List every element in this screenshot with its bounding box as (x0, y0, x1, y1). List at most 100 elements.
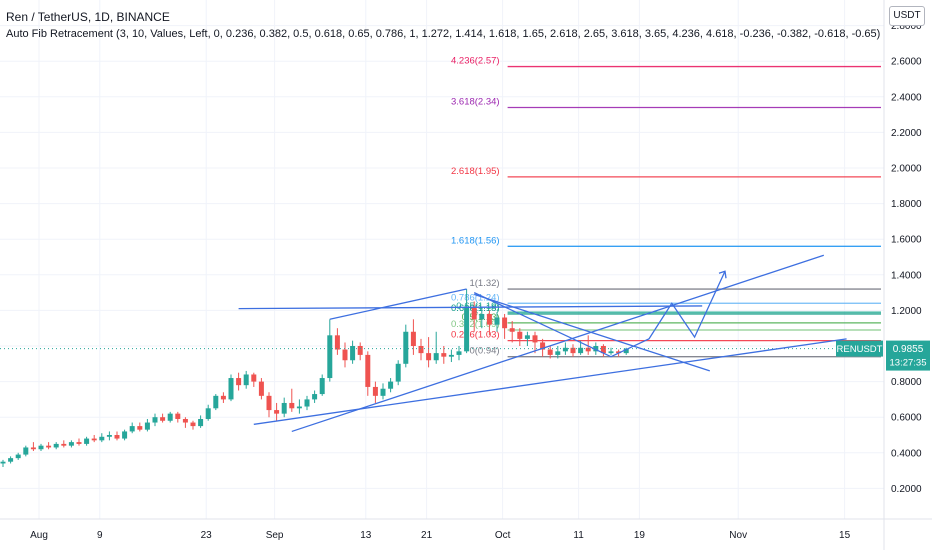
fib-level-label: 3.618(2.34) (451, 96, 500, 107)
candle-body (372, 386, 378, 396)
candle-body (600, 346, 606, 354)
candle-body (562, 347, 568, 352)
candle-body (494, 317, 500, 325)
candle-body (578, 347, 584, 354)
time-tick-label: 11 (573, 530, 584, 541)
candle-body (517, 331, 523, 339)
time-tick-label: Aug (30, 530, 48, 541)
candle-body (296, 406, 302, 409)
grid (0, 0, 884, 519)
candle-body (532, 335, 538, 343)
price-tick-label: 0.4000 (891, 448, 922, 459)
candle-body (289, 402, 295, 409)
currency-button[interactable]: USDT (889, 6, 925, 26)
ticker-tag (836, 340, 883, 357)
candle-body (205, 408, 211, 419)
candle-body (91, 438, 97, 441)
candle-body (365, 354, 371, 387)
trendline (473, 293, 711, 372)
candle-body (380, 388, 386, 396)
candle-body (38, 445, 44, 450)
ticker-tag-label: RENUSDT (837, 344, 883, 355)
candle-body (403, 331, 409, 364)
candle-body (448, 354, 454, 357)
candle-body (106, 435, 112, 437)
candle-body (84, 438, 90, 444)
candle-body (0, 461, 6, 464)
projection-arrowhead (718, 270, 727, 279)
indicator-legend[interactable]: Auto Fib Retracement (3, 10, Values, Lef… (6, 28, 881, 40)
price-tick-label: 2.2000 (891, 128, 922, 139)
candle-body (418, 346, 424, 354)
candle-body (593, 346, 599, 352)
time-axis: Aug 9 23 Sep 13 21 Oct 11 19 Nov 15 (30, 530, 850, 541)
candle-body (555, 351, 561, 355)
candle-body (129, 426, 135, 432)
candle-body (236, 378, 242, 386)
candle-body (152, 417, 158, 423)
candle-body (334, 335, 340, 350)
candle-body (540, 342, 546, 350)
candle-body (266, 395, 272, 411)
candle-body (585, 347, 591, 352)
candle-body (327, 335, 333, 379)
candle-body (464, 306, 470, 352)
candles (0, 289, 884, 468)
candle-body (122, 431, 128, 439)
price-tick-label: 1.6000 (891, 235, 922, 246)
candle-body (486, 313, 492, 325)
price-badge: RENUSDT 0.9855 13:27:35 (836, 340, 930, 371)
fib-level-label: 1(1.32) (469, 278, 499, 289)
time-tick-label: 15 (839, 530, 851, 541)
time-tick-label: 9 (97, 530, 103, 541)
time-tick-label: 19 (634, 530, 646, 541)
candle-body (388, 381, 394, 389)
candle-body (547, 349, 553, 355)
candle-body (479, 313, 485, 320)
price-tick-label: 2.4000 (891, 92, 922, 103)
candle-body (228, 378, 234, 400)
candle-body (616, 351, 622, 354)
candle-body (281, 402, 287, 414)
candle-body (433, 353, 439, 361)
fib-level-label: 1.618(1.56) (451, 235, 500, 246)
candle-body (220, 395, 226, 400)
candle-body (456, 351, 462, 355)
projection-path (473, 270, 726, 358)
candle-body (304, 399, 310, 407)
candle-body (160, 417, 166, 421)
candle-body (167, 413, 173, 421)
candle-body (342, 349, 348, 361)
price-tick-label: 1.8000 (891, 199, 922, 210)
candle-body (570, 347, 576, 354)
fib-level-label: 2.618(1.95) (451, 166, 500, 177)
candle-body (274, 410, 280, 414)
candle-body (114, 435, 120, 439)
candle-body (198, 418, 204, 427)
candle-body (312, 394, 318, 400)
candle-body (502, 317, 508, 329)
candle-body (357, 346, 363, 355)
fib-level-label: 0.382(1.09) (451, 319, 500, 330)
trendline (238, 305, 703, 310)
price-axis: 2.8000 2.6000 2.4000 2.2000 2.0000 1.8000 1.60… (891, 21, 922, 495)
candle-body (251, 374, 257, 382)
fib-level-label: 0.236(1.03) (451, 330, 500, 341)
candle-body (76, 442, 82, 444)
candle-body (213, 395, 219, 409)
candle-body (441, 353, 447, 357)
candle-body (68, 442, 74, 446)
candle-body (15, 454, 21, 459)
fib-level-label: 0(0.94) (469, 346, 499, 357)
candle-body (258, 381, 264, 396)
price-tick-label: 1.2000 (891, 306, 922, 317)
candle-body (46, 445, 52, 448)
price-tag-value: 0.9855 (893, 344, 924, 355)
candle-body (30, 447, 36, 450)
candle-body (623, 348, 629, 354)
symbol-title: Ren / TetherUS, 1D, BINANCE (6, 10, 170, 24)
price-tick-label: 0.6000 (891, 413, 922, 424)
fib-level-label: 0.786(1.24) (451, 292, 500, 303)
candle-body (608, 351, 614, 354)
